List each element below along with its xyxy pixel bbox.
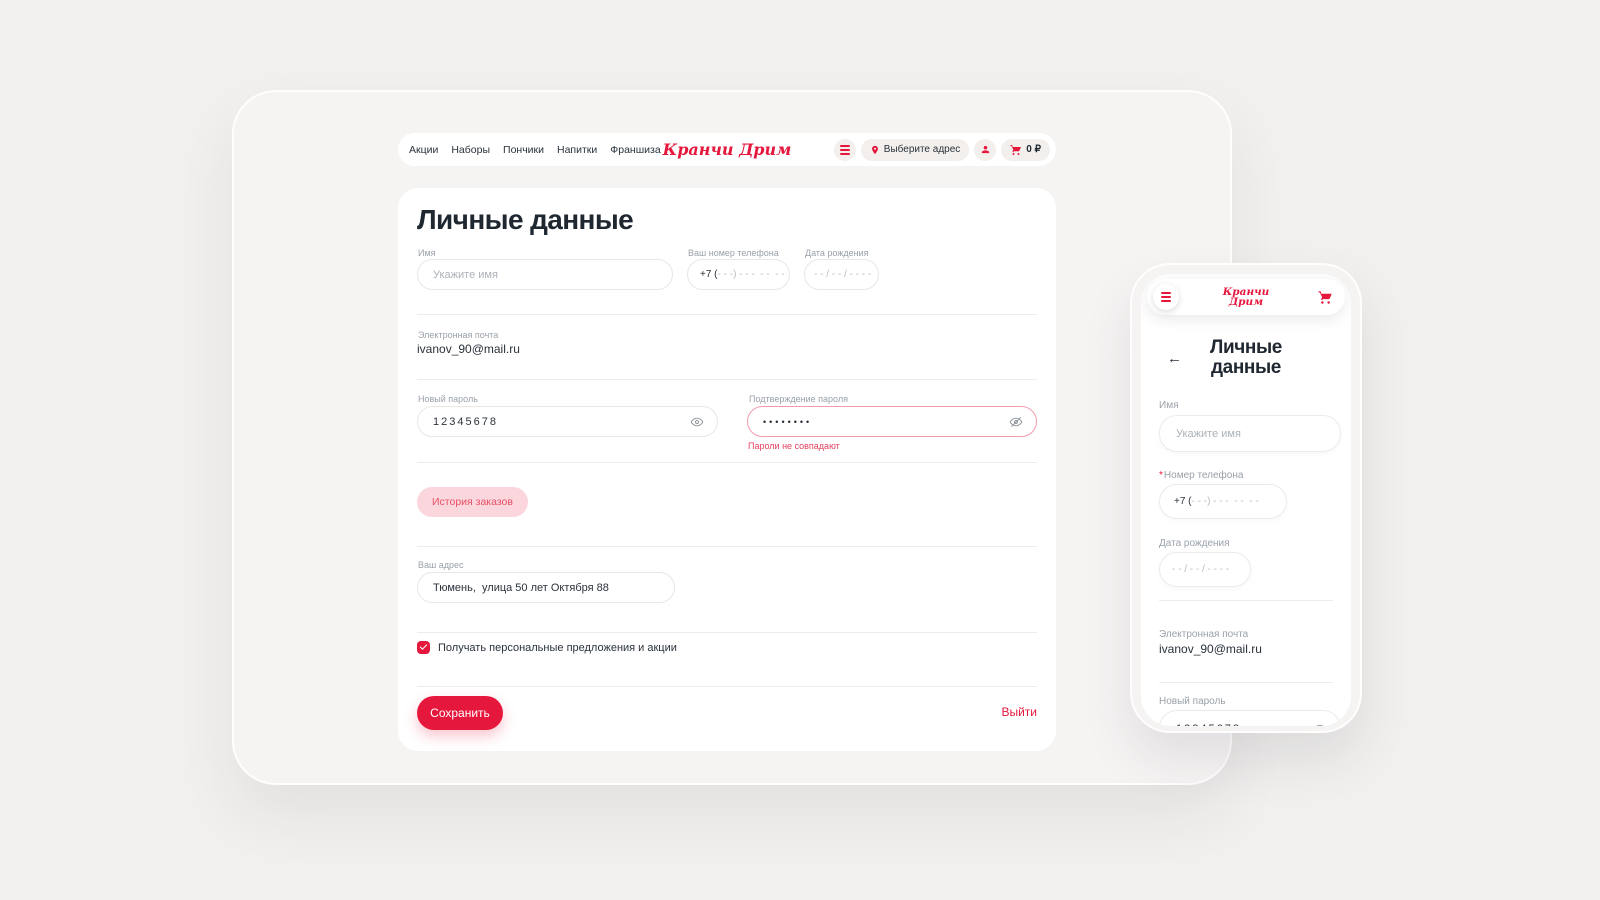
location-pin-icon [871,145,878,154]
cart-button[interactable]: 0 ₽ [1001,138,1050,161]
divider [417,314,1037,315]
nav-link-donuts[interactable]: Пончики [503,143,544,156]
hamburger-icon [839,144,850,155]
birthdate-mask: - - / - - / - - - - [814,269,872,280]
confirm-password-value: •••••••• [763,416,813,427]
select-address-button[interactable]: Выберите адрес [860,138,970,161]
new-password-input[interactable]: 12345678 [417,406,718,437]
nav-links: Акции Наборы Пончики Напитки Франшиза [409,144,661,156]
cart-total-label: 0 ₽ [1026,144,1041,155]
password-error-message: Пароли не совпадают [748,441,840,451]
mobile-new-password-input[interactable]: 12345678 [1159,710,1341,726]
phone-label: *Номер телефона [1159,470,1243,481]
profile-button[interactable] [974,138,997,161]
birthdate-label: Дата рождения [805,248,869,258]
mobile-mockup: Кранчи Дрим ← Личные данные Имя *Номер т… [1130,263,1362,733]
phone-input[interactable]: +7 (- - -) - - - - - - - [687,259,790,290]
nav-link-promos[interactable]: Акции [409,143,439,156]
back-button[interactable]: ← [1167,350,1182,367]
hamburger-icon [1161,292,1171,302]
nav-link-sets[interactable]: Наборы [451,143,491,156]
divider [417,686,1037,687]
confirm-password-input[interactable]: •••••••• [747,406,1037,437]
title-line-1: Личные [1210,337,1282,358]
eye-icon [1315,724,1325,726]
address-input[interactable] [417,572,675,603]
person-icon [981,145,989,154]
eye-icon [690,417,704,426]
birthdate-input[interactable]: - - / - - / - - - - [804,259,879,290]
save-button[interactable]: Сохранить [417,696,503,730]
mobile-birthdate-input[interactable]: - - / - - / - - - - [1159,552,1251,587]
mobile-screen: Кранчи Дрим ← Личные данные Имя *Номер т… [1141,274,1351,726]
checkbox-checked-icon[interactable] [417,641,430,654]
eye-off-icon [1009,416,1023,427]
cart-icon [1318,290,1332,304]
new-password-value: 12345678 [433,415,498,428]
select-address-label: Выберите адрес [883,144,961,155]
new-password-value: 12345678 [1176,723,1241,727]
required-mark: * [1159,470,1163,481]
mobile-brand-logo[interactable]: Кранчи Дрим [1222,286,1270,308]
desktop-mockup: Акции Наборы Пончики Напитки Франшиза Кр… [232,90,1232,785]
cart-icon [1010,144,1022,155]
phone-label-text: Номер телефона [1163,470,1244,481]
email-value: ivanov_90@mail.ru [1159,642,1262,656]
email-label: Электронная почта [1159,629,1249,640]
mobile-cart-button[interactable] [1318,290,1333,305]
logo-line-1: Кранчи [1222,286,1270,298]
divider [1159,682,1333,683]
nav-link-franchise[interactable]: Франшиза [610,143,661,156]
mobile-page-title: Личные данные [1141,338,1351,378]
hide-password-button[interactable] [1008,414,1024,430]
phone-label: Ваш номер телефона [688,248,779,258]
name-input[interactable] [417,259,673,290]
new-password-label: Новый пароль [418,394,478,404]
name-label: Имя [418,248,436,258]
brand-logo[interactable]: Кранчи Дрим [662,139,792,159]
birthdate-mask: - - / - - / - - - - [1172,564,1230,575]
divider [417,462,1037,463]
phone-prefix: +7 ( [1174,496,1192,507]
email-label: Электронная почта [418,330,499,340]
mobile-menu-button[interactable] [1153,284,1179,310]
subscribe-label: Получать персональные предложения и акци… [438,641,677,654]
logout-link[interactable]: Выйти [1001,705,1037,719]
name-label: Имя [1159,400,1179,411]
page-title: Личные данные [417,204,634,235]
email-value: ivanov_90@mail.ru [417,342,520,356]
title-line-2: данные [1211,357,1281,378]
logo-line-2: Дрим [1228,296,1264,308]
address-label: Ваш адрес [418,560,464,570]
divider [417,546,1037,547]
divider [417,632,1037,633]
mobile-name-input[interactable] [1159,415,1341,452]
new-password-label: Новый пароль [1159,696,1226,707]
divider [417,379,1037,380]
phone-mask: - - -) - - - - - - - [717,269,785,280]
phone-mask: - - -) - - - - - - - [1191,496,1259,507]
mobile-header-bar: Кранчи Дрим [1147,279,1345,315]
top-navigation-bar: Акции Наборы Пончики Напитки Франшиза Кр… [398,133,1056,166]
birthdate-label: Дата рождения [1159,538,1230,549]
phone-prefix: +7 ( [700,269,718,280]
divider [1159,600,1333,601]
menu-button[interactable] [833,138,856,161]
subscribe-checkbox-row[interactable]: Получать персональные предложения и акци… [417,641,677,654]
confirm-password-label: Подтверждение пароля [749,394,848,404]
mobile-phone-input[interactable]: +7 (- - -) - - - - - - - [1159,484,1287,519]
personal-data-card: Личные данные Имя Ваш номер телефона +7 … [398,188,1056,751]
nav-controls: Выберите адрес 0 ₽ [833,138,1050,161]
nav-link-drinks[interactable]: Напитки [557,143,598,156]
order-history-button[interactable]: История заказов [417,487,528,517]
show-password-button[interactable] [1312,721,1328,726]
show-password-button[interactable] [689,414,705,430]
